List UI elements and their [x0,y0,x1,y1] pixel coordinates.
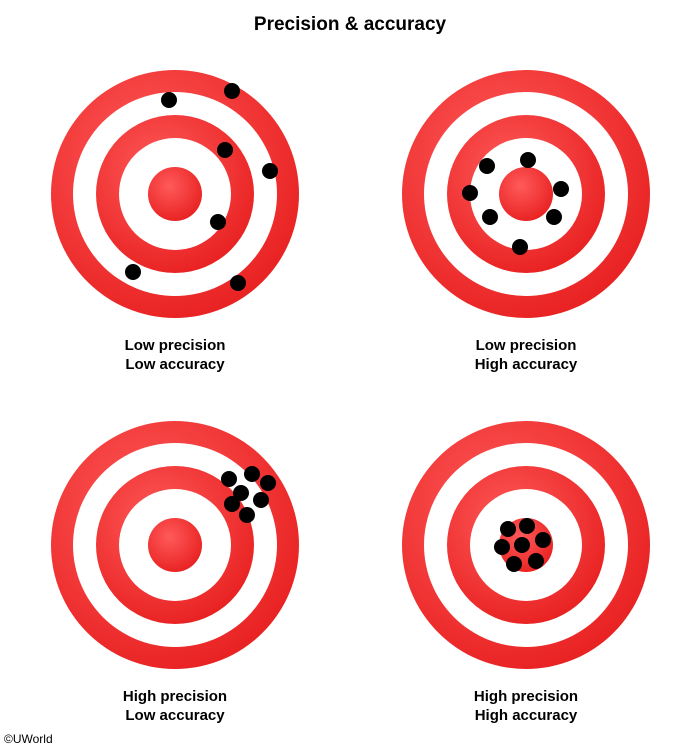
panel-low-precision-high-accuracy: Low precision High accuracy [396,56,656,374]
caption-precision: Low precision [475,337,577,354]
shot-dot [221,471,237,487]
shot-dot [244,466,260,482]
shot-dot [494,539,510,555]
caption-precision: Low precision [124,337,226,354]
shot-dot [479,158,495,174]
caption-accuracy: Low accuracy [125,707,225,724]
panel-low-precision-low-accuracy: Low precision Low accuracy [45,56,305,374]
caption-accuracy: High accuracy [474,707,578,724]
copyright-notice: ©UWorld [4,732,53,746]
shot-dot [553,181,569,197]
shot-dot [535,532,551,548]
shot-dot [224,496,240,512]
caption-precision: High precision [473,688,579,705]
shot-dot [546,209,562,225]
shot-dot [230,275,246,291]
shot-dot [500,521,516,537]
shot-dots [125,83,278,291]
shot-dot [125,264,141,280]
shot-dot [233,485,249,501]
shot-dot [514,537,530,553]
target-bullseye [148,167,202,221]
shot-dot [506,556,522,572]
caption-accuracy: Low accuracy [125,356,225,373]
shot-dots [462,152,569,255]
shot-dot [462,185,478,201]
shot-dots [494,518,551,572]
target-diagram [402,421,650,669]
page-title: Precision & accuracy [253,14,447,35]
caption-accuracy: High accuracy [474,356,578,373]
caption-precision: High precision [122,688,228,705]
target-bullseye [499,167,553,221]
shot-dot [519,518,535,534]
shot-dot [217,142,233,158]
shot-dot [482,209,498,225]
target-diagram [402,70,650,318]
shot-dots [221,466,276,523]
shot-dot [260,475,276,491]
shot-dot [239,507,255,523]
shot-dot [262,163,278,179]
shot-dot [224,83,240,99]
panel-high-precision-low-accuracy: High precision Low accuracy [45,407,305,725]
panel-high-precision-high-accuracy: High precision High accuracy [396,407,656,725]
shot-dot [512,239,528,255]
shot-dot [528,553,544,569]
shot-dot [253,492,269,508]
target-diagram [51,421,299,669]
shot-dot [520,152,536,168]
shot-dot [161,92,177,108]
target-diagram [51,70,299,318]
shot-dot [210,214,226,230]
target-bullseye [148,518,202,572]
